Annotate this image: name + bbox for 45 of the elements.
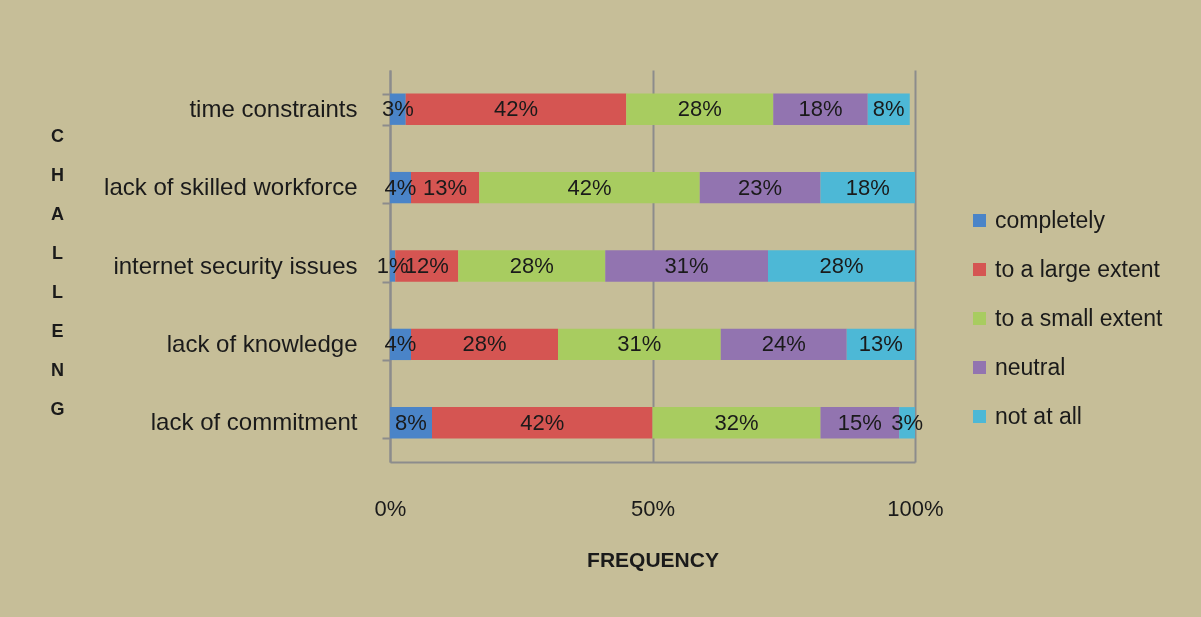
bar <box>652 407 821 439</box>
data-label: 23% <box>738 174 783 200</box>
data-label: 24% <box>761 331 806 357</box>
legend-label: to a large extent <box>995 255 1161 282</box>
x-tick-label: 100% <box>887 495 944 521</box>
bar <box>479 171 700 204</box>
data-label: 13% <box>858 331 903 357</box>
data-label: 32% <box>714 409 759 435</box>
y-tick-label: time constraints <box>189 94 358 122</box>
x-axis-title: FREQUENCY <box>587 547 719 571</box>
x-tick-label: 50% <box>630 495 676 521</box>
data-label: 18% <box>798 96 843 122</box>
data-label: 13% <box>423 174 468 200</box>
legend-label: not at all <box>995 402 1082 429</box>
legend-label: neutral <box>995 353 1066 380</box>
data-label: 8% <box>395 409 427 435</box>
bar <box>605 250 768 282</box>
bar <box>768 250 915 282</box>
y-tick-label: internet security issues <box>113 251 358 279</box>
legend-label: to a small extent <box>995 304 1164 331</box>
data-label: 8% <box>872 96 905 122</box>
bar <box>720 328 847 361</box>
data-label: 15% <box>837 409 882 435</box>
data-label: 31% <box>617 331 662 357</box>
y-axis-title: CHALLENG <box>50 125 65 419</box>
bar <box>432 407 653 439</box>
x-tick-label: 0% <box>374 495 407 521</box>
y-tick-label: lack of skilled workforce <box>104 173 358 201</box>
data-label: 3% <box>891 409 924 435</box>
data-label: 42% <box>520 409 565 435</box>
data-label: 42% <box>567 174 612 200</box>
data-label: 31% <box>664 253 709 278</box>
y-tick-label: lack of knowledge <box>166 329 358 357</box>
y-tick-label: lack of commitment <box>150 408 358 436</box>
data-label: 18% <box>845 174 890 200</box>
data-label: 28% <box>677 96 722 122</box>
data-label: 28% <box>462 331 507 357</box>
bar <box>626 93 774 125</box>
data-label: 28% <box>819 253 864 278</box>
legend-label: completely <box>995 206 1106 233</box>
bar <box>558 328 721 361</box>
data-label: 42% <box>493 96 539 122</box>
bar <box>458 250 606 282</box>
data-label: 28% <box>509 253 554 278</box>
bar <box>699 171 821 204</box>
